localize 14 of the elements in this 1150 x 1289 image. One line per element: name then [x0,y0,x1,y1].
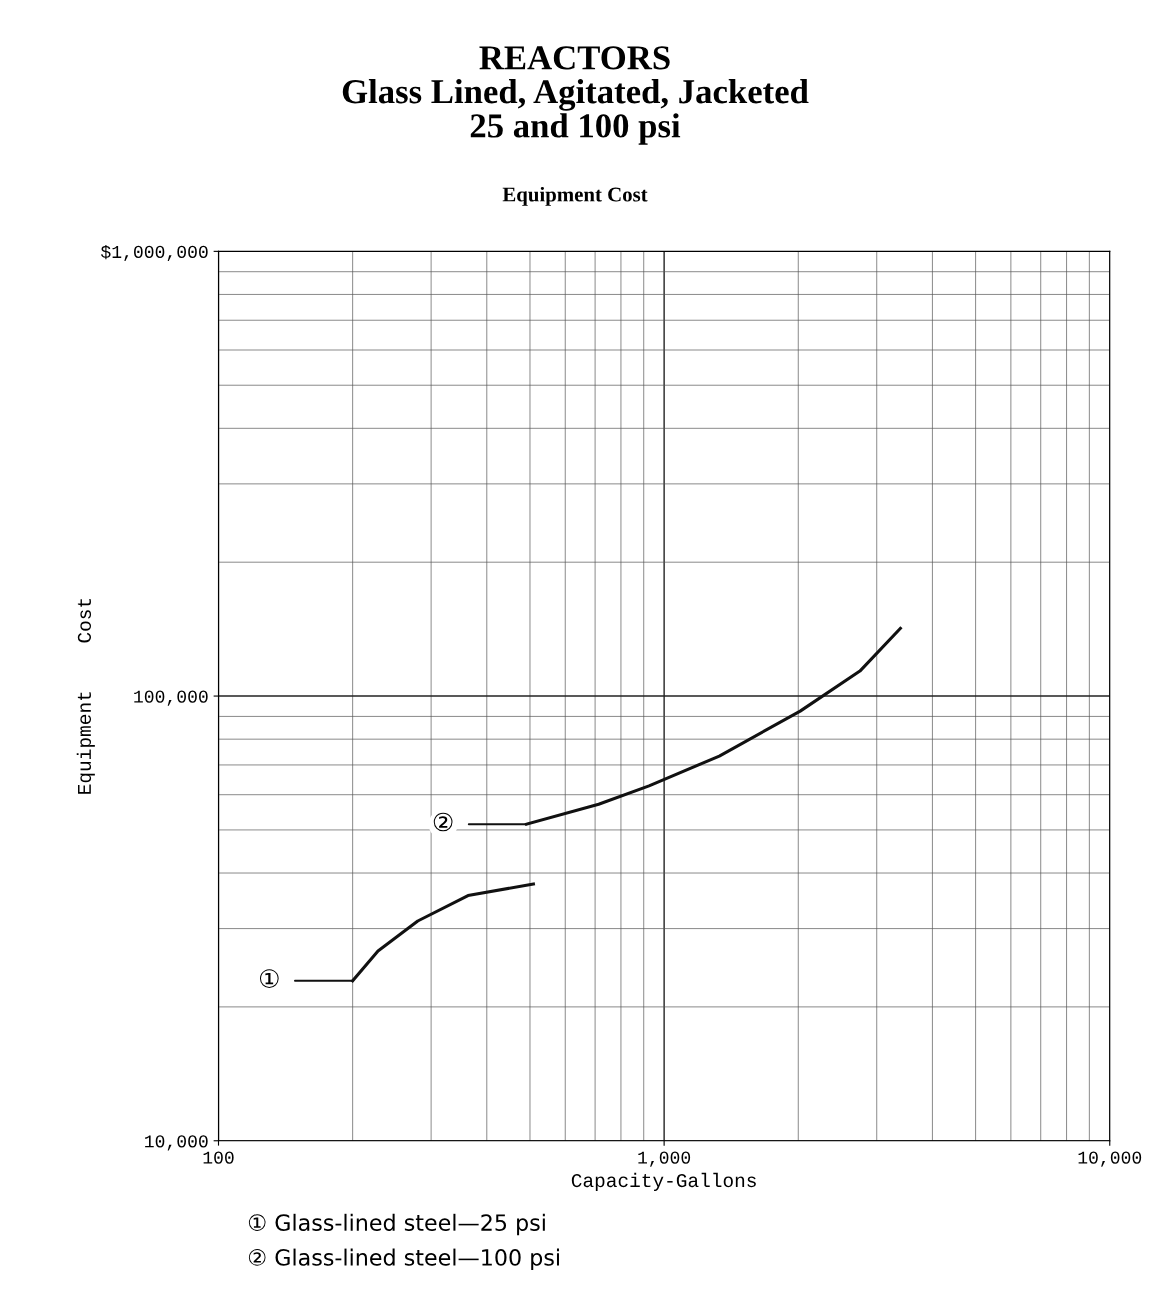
y-tick-label: 100,000 [134,690,208,706]
x-axis-title: Capacity-Gallons [571,1172,756,1191]
chart-title: REACTORS Glass Lined, Agitated, Jacketed 25 and 100 psi [342,46,809,145]
text: ① Glass-lined steel—25 psi [248,1213,545,1236]
annotation: ② [433,812,453,832]
annotation: ① [259,969,279,988]
y-tick-label: $1,000,000 [101,244,208,262]
y-axis-title: Equipment Cost [76,598,95,794]
chart-subtitle: Equipment Cost [502,186,648,206]
y-tick-label: 10,000 [145,1135,208,1151]
x-tick-label: 10,000 [1078,1151,1142,1167]
x-tick-label: 1,000 [638,1151,691,1167]
text: ② Glass-lined steel—100 psi [248,1248,559,1271]
x-tick-label: 100 [203,1151,234,1164]
